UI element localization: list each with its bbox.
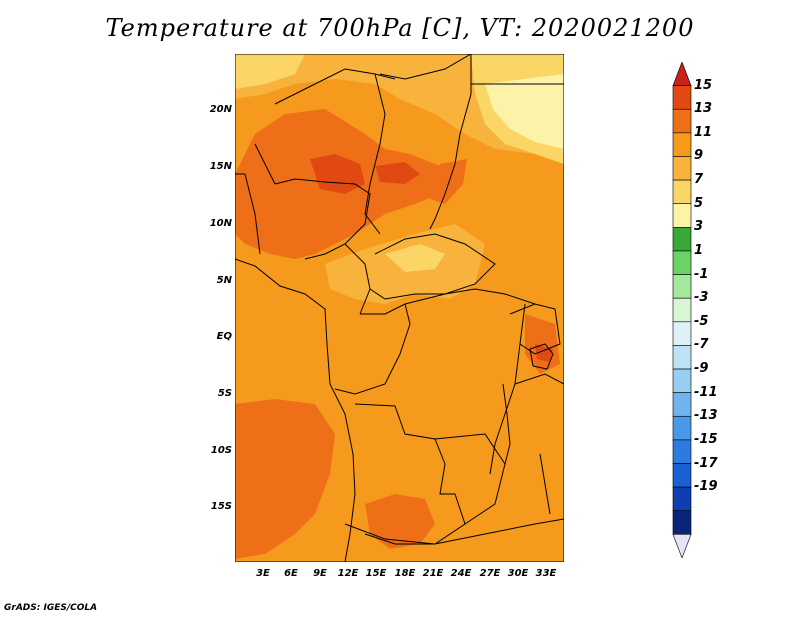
colorbar-swatch [672, 463, 692, 488]
border-sudan-east [429, 54, 472, 230]
lake-malawi [539, 453, 551, 515]
lon-label: 30E [507, 568, 529, 579]
border-west-1 [244, 173, 261, 255]
lake-tanganyika [502, 383, 511, 465]
lat-label: 10S [210, 445, 232, 456]
lat-label: 5S [217, 388, 232, 399]
colorbar-label: 3 [694, 219, 704, 235]
colorbar-arrow-top [672, 62, 692, 86]
field-south-warm [365, 494, 435, 549]
lat-label: EQ [216, 331, 232, 342]
field-warm-east [430, 159, 467, 204]
colorbar-swatch [672, 486, 692, 512]
colorbar-label: -11 [694, 384, 718, 400]
colorbar-swatch [672, 227, 692, 252]
border-niger-algeria [274, 68, 396, 105]
lon-label: 27E [479, 568, 501, 579]
lon-label: 3E [256, 568, 270, 579]
country-borders [235, 54, 564, 562]
border-libya-chad [379, 54, 472, 80]
colorbar-swatch [672, 297, 692, 323]
border-chad-sudan [364, 73, 386, 235]
field-ne-cooler [485, 74, 564, 149]
colorbar-label: -1 [694, 266, 709, 282]
field-hot-core-2 [375, 162, 420, 184]
border-congo [334, 303, 411, 395]
border-cameroon [344, 243, 371, 315]
colorbar-swatch [672, 415, 692, 441]
coastline-west [235, 258, 356, 562]
colorbar-label: -5 [694, 313, 709, 329]
lon-label: 33E [535, 568, 557, 579]
border-uganda [509, 303, 561, 355]
lon-label: 24E [450, 568, 472, 579]
border-niger-south [254, 143, 276, 185]
lon-label: 9E [313, 568, 327, 579]
lat-label: 5N [216, 275, 232, 286]
colorbar-label: -19 [694, 479, 718, 495]
map-title: Temperature at 700hPa [C], VT: 202002120… [105, 14, 695, 42]
colorbar-label: 11 [694, 124, 713, 140]
lon-label: 15E [365, 568, 387, 579]
credit-text: GrADS: IGES/COLA [4, 603, 98, 613]
border-tanzania [514, 373, 564, 385]
colorbar-swatch [672, 85, 692, 110]
colorbar-label: -7 [694, 337, 709, 353]
lon-label: 18E [394, 568, 416, 579]
border-car [369, 233, 496, 300]
colorbar-swatch [672, 250, 692, 275]
colorbar-label: -3 [694, 290, 709, 306]
colorbar-swatch [672, 368, 692, 393]
lat-label: 10N [209, 218, 232, 229]
lon-label: 12E [337, 568, 359, 579]
border-drc-north [404, 288, 536, 305]
colorbar-label: 5 [694, 195, 704, 211]
lat-label: 20N [209, 104, 232, 115]
colorbar-swatch [672, 132, 692, 157]
colorbar-swatch [672, 108, 692, 134]
field-nw-cool [235, 54, 305, 89]
colorbar-label: 13 [694, 101, 713, 117]
border-drc-east [489, 303, 526, 475]
colorbar-label: 9 [694, 148, 704, 164]
temperature-map [235, 54, 564, 562]
lon-label: 6E [284, 568, 298, 579]
colorbar [672, 62, 692, 558]
lake-victoria [529, 343, 554, 370]
colorbar-swatch [672, 345, 692, 370]
colorbar-swatch [672, 321, 692, 346]
colorbar-label: 1 [694, 242, 704, 258]
colorbar-swatch [672, 274, 692, 299]
field-central-cooler [385, 244, 445, 272]
colorbar-label: -13 [694, 408, 718, 424]
lon-label: 21E [422, 568, 444, 579]
colorbar-swatch [672, 203, 692, 228]
field-sw-warm [235, 399, 335, 559]
colorbar-swatch [672, 392, 692, 417]
border-angola [354, 403, 466, 545]
lat-label: 15N [209, 161, 232, 172]
colorbar-label: 7 [694, 172, 704, 188]
colorbar-swatch [672, 439, 692, 464]
lat-label: 15S [210, 501, 232, 512]
colorbar-label: -9 [694, 361, 709, 377]
colorbar-arrow-bottom [672, 534, 692, 558]
colorbar-swatch [672, 156, 692, 181]
colorbar-label: 15 [694, 77, 713, 93]
border-south [344, 518, 564, 545]
colorbar-swatch [672, 510, 692, 535]
colorbar-swatch [672, 179, 692, 205]
colorbar-label: -17 [694, 455, 718, 471]
colorbar-label: -15 [694, 431, 718, 447]
border-nigeria [274, 178, 371, 260]
